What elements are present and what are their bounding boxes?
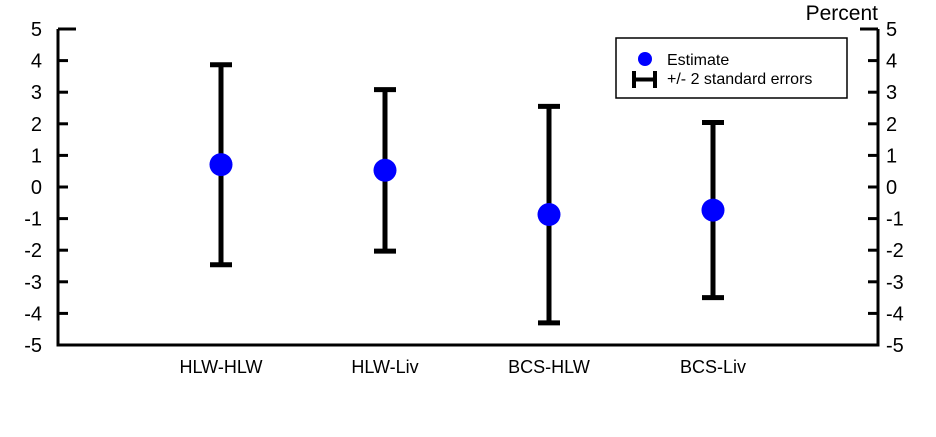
legend: Estimate +/- 2 standard errors <box>615 37 848 99</box>
legend-box <box>615 37 848 99</box>
y-tick-label-left: 3 <box>31 82 42 104</box>
y-tick-label-right: 2 <box>886 114 897 136</box>
estimate-point <box>701 198 725 222</box>
y-tick-label-left: 5 <box>31 19 42 41</box>
y-tick-label-left: -2 <box>24 240 42 262</box>
estimate-point <box>537 202 561 226</box>
y-tick-label-right: -5 <box>886 335 904 357</box>
y-tick-label-right: 5 <box>886 19 897 41</box>
y-tick-label-right: 0 <box>886 177 897 199</box>
unit-label: Percent <box>806 2 879 25</box>
x-tick-label: HLW-HLW <box>180 357 263 377</box>
y-tick-label-left: 1 <box>31 145 42 167</box>
y-tick-label-right: -4 <box>886 303 904 325</box>
y-tick-label-left: 4 <box>31 51 42 73</box>
legend-estimate-marker <box>638 52 652 66</box>
x-tick-label: HLW-Liv <box>351 357 418 377</box>
y-tick-label-left: -5 <box>24 335 42 357</box>
legend-errorbar-marker <box>632 71 657 88</box>
y-tick-label-left: -1 <box>24 209 42 231</box>
axes: 5 5 4 4 3 3 2 2 1 1 0 0 -1 -1 -2 -2 -3 -3 -4 -4 -5 -5 HLW-HLW H… <box>24 19 904 377</box>
y-tick-label-left: -4 <box>24 303 42 325</box>
x-tick-label: BCS-Liv <box>680 357 746 377</box>
legend-estimate-label: Estimate <box>667 52 729 69</box>
legend-errorbar-label: +/- 2 standard errors <box>667 71 812 88</box>
y-tick-label-right: -3 <box>886 272 904 294</box>
estimate-point <box>373 158 397 182</box>
y-tick-label-right: 1 <box>886 145 897 167</box>
estimate-point <box>209 153 233 177</box>
y-tick-label-left: 2 <box>31 114 42 136</box>
y-tick-label-right: 4 <box>886 51 897 73</box>
x-tick-label: BCS-HLW <box>508 357 590 377</box>
marks <box>209 62 725 326</box>
y-tick-label-left: 0 <box>31 177 42 199</box>
y-tick-label-right: -1 <box>886 209 904 231</box>
y-tick-label-left: -3 <box>24 272 42 294</box>
y-tick-label-right: 3 <box>886 82 897 104</box>
y-tick-label-right: -2 <box>886 240 904 262</box>
